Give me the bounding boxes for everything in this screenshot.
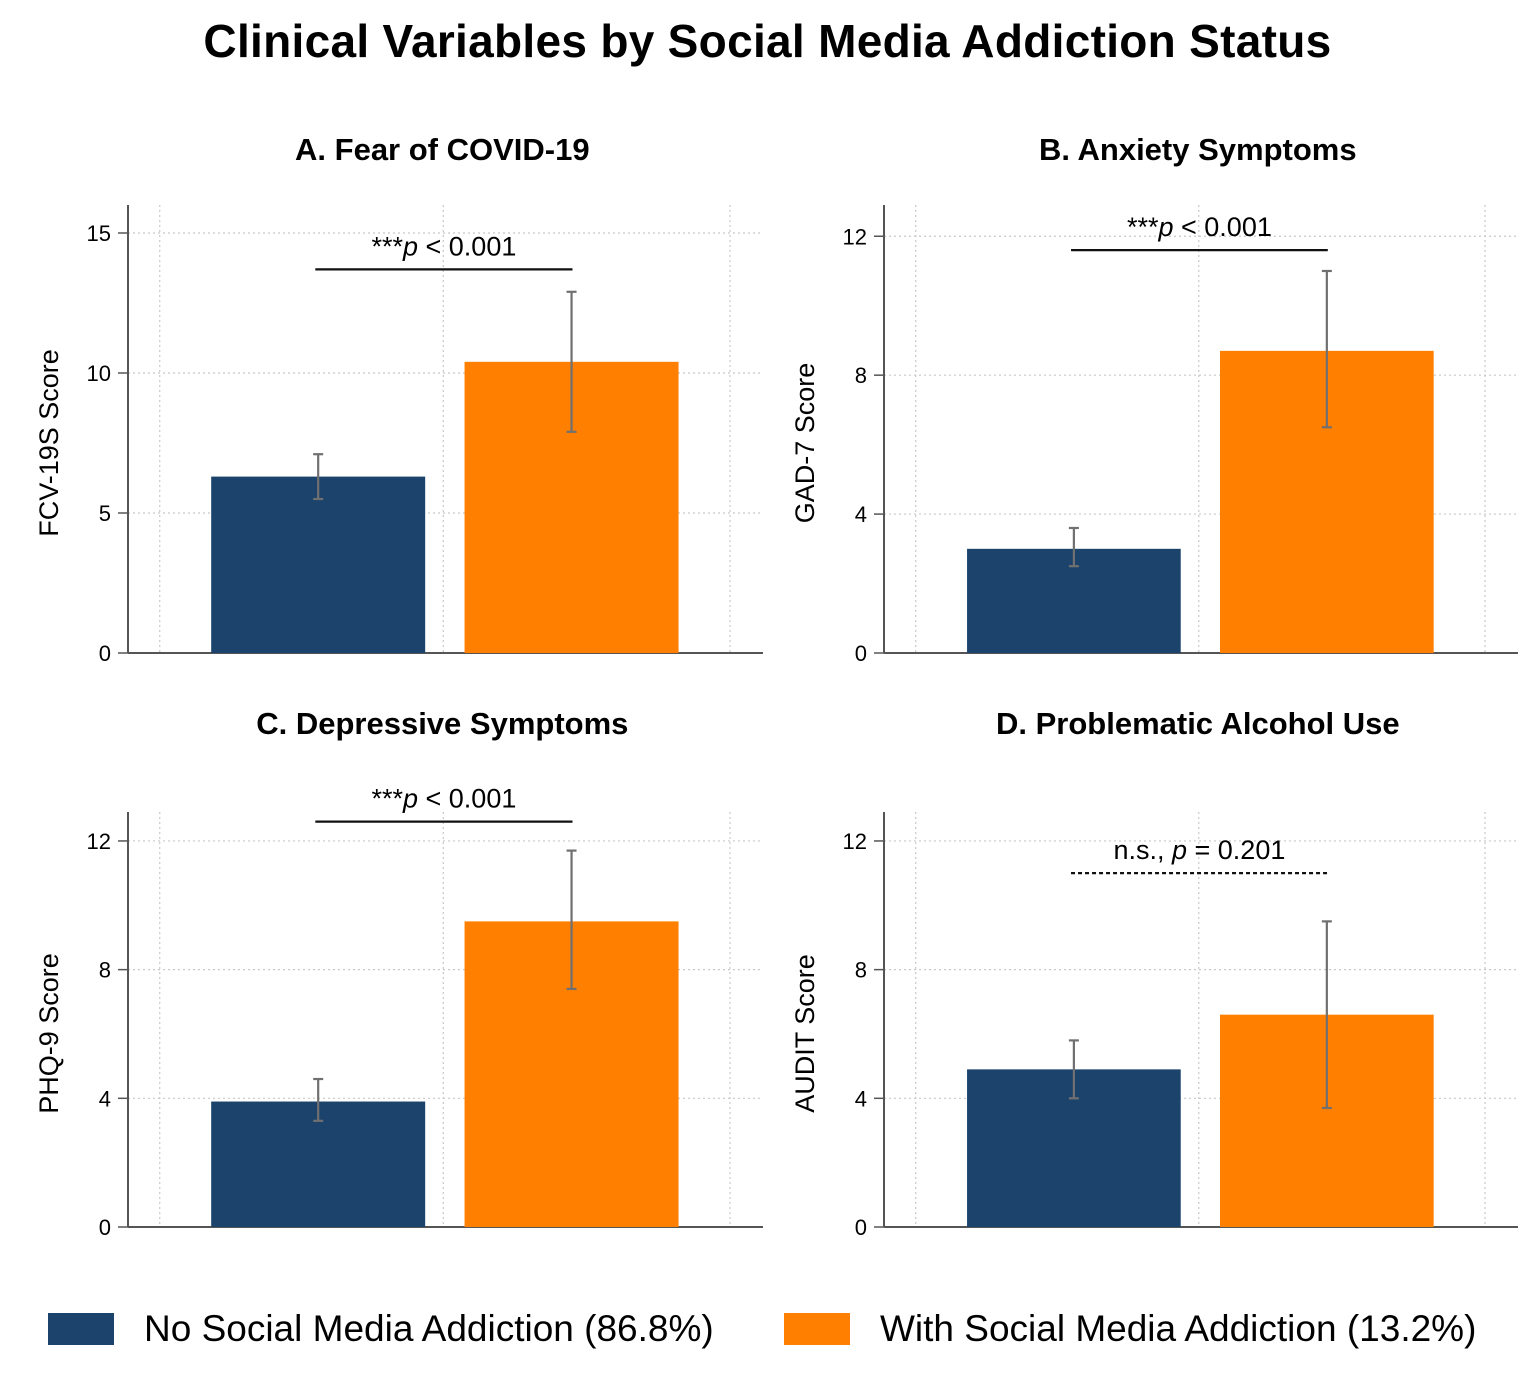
y-tick-label: 15 [87,221,111,246]
y-tick-label: 10 [87,361,111,386]
panel-c: 0 4 8 12 ***p < 0.001 C. Depressive Symptoms P… [34,706,763,1240]
y-tick-label: 4 [855,1086,867,1111]
y-axis-label: GAD-7 Score [790,363,820,524]
y-tick-label: 12 [843,829,867,854]
y-tick-label: 0 [99,641,111,666]
panel-title: C. Depressive Symptoms [256,706,628,741]
y-tick-label: 5 [99,501,111,526]
panel-title: A. Fear of COVID-19 [295,132,590,167]
y-tick-label: 4 [855,502,867,527]
panel-title: D. Problematic Alcohol Use [996,706,1400,741]
chart-grid: 0 5 10 15 ***p < 0.001 A. Fear of COVID-19 FCV… [34,132,1518,1240]
legend-item-no-addiction: No Social Media Addiction (86.8%) [48,1308,714,1350]
legend-swatch-with-addiction [784,1313,850,1345]
y-tick-label: 0 [855,641,867,666]
legend-item-with-addiction: With Social Media Addiction (13.2%) [784,1308,1476,1350]
panel-d: 0 4 8 12 n.s., p = 0.201 D. Problematic Alcoh… [790,706,1518,1240]
y-tick-label: 8 [855,958,867,983]
y-axis-label: AUDIT Score [790,954,820,1113]
legend: No Social Media Addiction (86.8%) With S… [0,1308,1535,1352]
y-tick-label: 8 [855,363,867,388]
significance-label: ***p < 0.001 [371,784,516,814]
y-tick-label: 0 [855,1215,867,1240]
legend-label-no-addiction: No Social Media Addiction (86.8%) [144,1308,714,1349]
figure-title: Clinical Variables by Social Media Addic… [203,15,1332,67]
legend-label-with-addiction: With Social Media Addiction (13.2%) [880,1308,1477,1349]
bar-no-addiction [211,476,426,653]
y-tick-label: 4 [99,1086,111,1111]
y-tick-label: 12 [87,829,111,854]
panel-title: B. Anxiety Symptoms [1039,132,1357,167]
panel-b: 0 4 8 12 ***p < 0.001 B. Anxiety Symptoms GAD-… [790,132,1518,666]
significance-label: n.s., p = 0.201 [1113,835,1285,865]
y-axis-label: FCV-19S Score [34,349,64,537]
y-tick-label: 0 [99,1215,111,1240]
y-tick-label: 12 [843,224,867,249]
legend-swatch-no-addiction [48,1313,114,1345]
bar-no-addiction [211,1101,426,1227]
y-axis-label: PHQ-9 Score [34,953,64,1114]
y-tick-label: 8 [99,958,111,983]
significance-label: ***p < 0.001 [1127,212,1272,242]
panel-a: 0 5 10 15 ***p < 0.001 A. Fear of COVID-19 FCV… [34,132,763,666]
significance-label: ***p < 0.001 [371,231,516,261]
